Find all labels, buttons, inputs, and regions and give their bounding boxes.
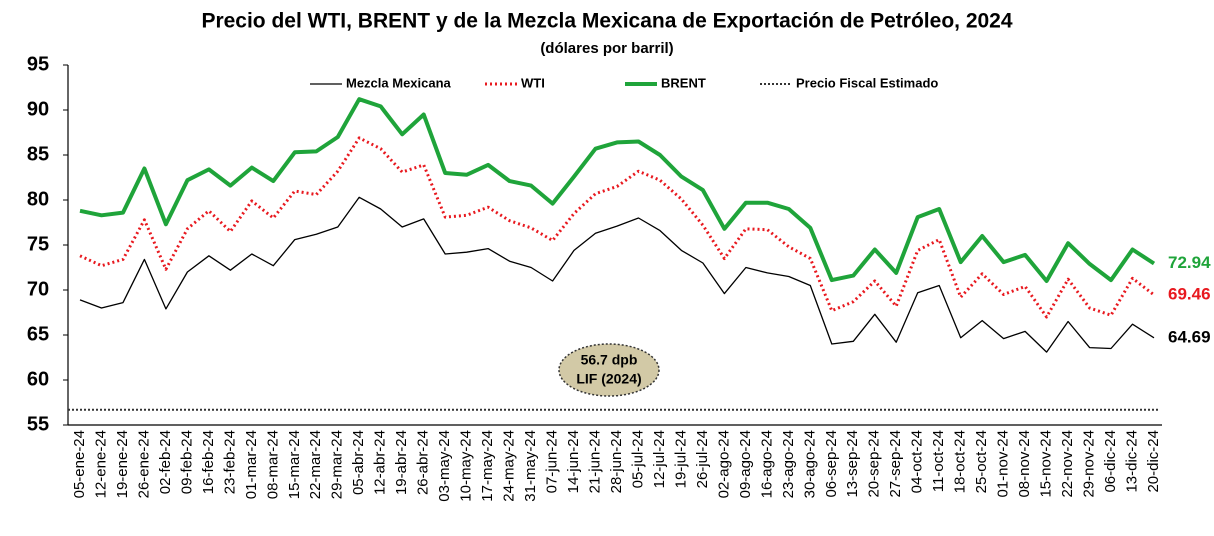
chart-subtitle: (dólares por barril) <box>540 40 673 57</box>
x-tick-label: 13-dic-24 <box>1123 430 1140 493</box>
x-tick-label: 25-oct-24 <box>973 430 990 493</box>
x-tick-label: 02-feb-24 <box>157 430 174 494</box>
x-tick-label: 05-ene-24 <box>71 430 88 498</box>
x-tick-label: 09-ago-24 <box>737 430 754 498</box>
y-tick-label: 65 <box>27 323 49 345</box>
x-tick-label: 23-ago-24 <box>780 430 797 498</box>
annotation-text: 56.7 dpb <box>581 352 638 368</box>
legend-label: Precio Fiscal Estimado <box>796 75 938 90</box>
x-tick-label: 24-may-24 <box>501 430 518 502</box>
x-tick-label: 03-may-24 <box>436 430 453 502</box>
x-tick-label: 17-may-24 <box>479 430 496 502</box>
x-tick-label: 28-jun-24 <box>608 430 625 493</box>
annotation-text: LIF (2024) <box>576 371 641 387</box>
x-tick-label: 22-mar-24 <box>307 430 324 499</box>
x-tick-label: 01-mar-24 <box>243 430 260 499</box>
x-tick-label: 26-ene-24 <box>135 430 152 498</box>
legend-label: BRENT <box>661 75 706 90</box>
series-line <box>79 196 1155 353</box>
x-tick-label: 16-feb-24 <box>200 430 217 494</box>
annotation-bubble <box>558 343 660 397</box>
y-tick-label: 60 <box>27 368 49 390</box>
x-tick-label: 20-dic-24 <box>1145 430 1162 493</box>
x-tick-label: 19-ene-24 <box>114 430 131 498</box>
legend-label: Mezcla Mexicana <box>346 75 452 90</box>
x-tick-label: 18-oct-24 <box>952 430 969 493</box>
x-tick-label: 31-may-24 <box>522 430 539 502</box>
x-tick-label: 16-ago-24 <box>758 430 775 498</box>
x-tick-label: 05-jul-24 <box>629 430 646 488</box>
x-tick-label: 06-dic-24 <box>1102 430 1119 493</box>
x-tick-label: 04-oct-24 <box>909 430 926 493</box>
x-tick-label: 26-jul-24 <box>694 430 711 488</box>
x-tick-label: 19-abr-24 <box>393 430 410 495</box>
x-tick-label: 07-jun-24 <box>544 430 561 493</box>
x-tick-label: 02-ago-24 <box>715 430 732 498</box>
y-tick-label: 55 <box>27 413 49 435</box>
x-tick-label: 14-jun-24 <box>565 430 582 493</box>
y-tick-label: 95 <box>27 53 49 75</box>
y-tick-label: 85 <box>27 143 49 165</box>
x-tick-label: 22-nov-24 <box>1059 430 1076 498</box>
x-tick-label: 29-mar-24 <box>329 430 346 499</box>
end-label: 64.69 <box>1168 327 1211 346</box>
y-tick-label: 75 <box>27 233 49 255</box>
x-tick-label: 13-sep-24 <box>844 430 861 498</box>
x-tick-label: 27-sep-24 <box>887 430 904 498</box>
x-tick-label: 29-nov-24 <box>1081 430 1098 498</box>
x-tick-label: 05-abr-24 <box>350 430 367 495</box>
x-tick-label: 21-jun-24 <box>586 430 603 493</box>
x-tick-label: 19-jul-24 <box>672 430 689 488</box>
x-tick-label: 09-feb-24 <box>178 430 195 494</box>
x-tick-label: 10-may-24 <box>458 430 475 502</box>
x-tick-label: 12-abr-24 <box>372 430 389 495</box>
end-label: 69.46 <box>1168 284 1211 303</box>
x-tick-label: 23-feb-24 <box>221 430 238 494</box>
x-tick-label: 15-nov-24 <box>1038 430 1055 498</box>
x-tick-label: 01-nov-24 <box>995 430 1012 498</box>
legend-label: WTI <box>521 75 545 90</box>
x-tick-label: 15-mar-24 <box>286 430 303 499</box>
chart-title: Precio del WTI, BRENT y de la Mezcla Mex… <box>201 10 1012 33</box>
x-tick-label: 12-ene-24 <box>92 430 109 498</box>
series-line <box>79 97 1156 283</box>
x-tick-label: 11-oct-24 <box>930 430 947 492</box>
y-tick-label: 80 <box>27 188 49 210</box>
y-tick-label: 90 <box>27 98 49 120</box>
x-tick-label: 06-sep-24 <box>823 430 840 498</box>
x-tick-label: 12-jul-24 <box>651 430 668 488</box>
end-label: 72.94 <box>1168 253 1211 272</box>
x-tick-label: 08-mar-24 <box>264 430 281 499</box>
x-tick-label: 08-nov-24 <box>1016 430 1033 498</box>
x-tick-label: 30-ago-24 <box>801 430 818 498</box>
series-line <box>79 136 1155 319</box>
x-tick-label: 20-sep-24 <box>866 430 883 498</box>
x-tick-label: 26-abr-24 <box>415 430 432 495</box>
y-tick-label: 70 <box>27 278 49 300</box>
